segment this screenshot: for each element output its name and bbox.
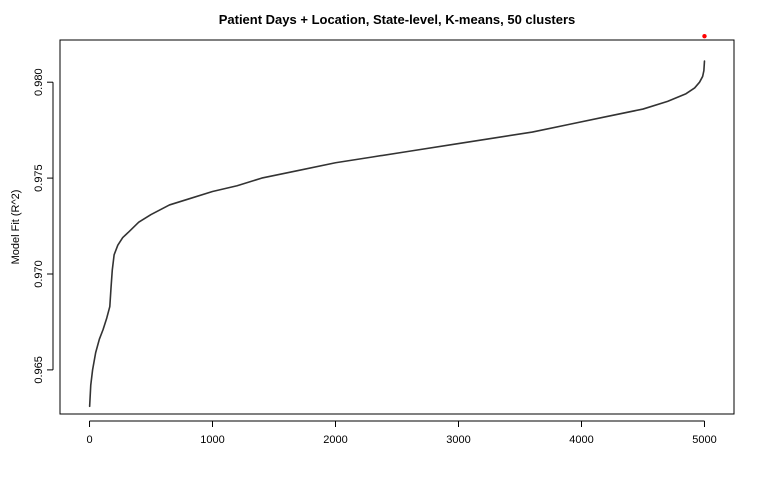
x-tick-label: 0 <box>86 434 92 446</box>
y-tick-label: 0.980 <box>33 68 45 96</box>
x-tick-label: 5000 <box>692 434 716 446</box>
x-tick-label: 1000 <box>200 434 224 446</box>
plot-frame <box>59 39 735 415</box>
x-tick-label: 2000 <box>323 434 347 446</box>
chart-title: Patient Days + Location, State-level, K-… <box>219 12 576 27</box>
y-axis-label: Model Fit (R^2) <box>10 190 22 265</box>
x-axis: 0 1000 2000 3000 4000 5000 <box>86 420 717 446</box>
x-tick-label: 4000 <box>569 434 593 446</box>
y-axis: 0.965 0.970 0.975 0.980 <box>33 68 54 384</box>
y-tick-label: 0.975 <box>33 164 45 192</box>
highlight-layer <box>702 33 707 39</box>
series-layer <box>88 60 706 408</box>
x-tick-label: 3000 <box>446 434 470 446</box>
series-line <box>88 60 706 408</box>
highlight-point <box>702 33 707 39</box>
y-tick-label: 0.965 <box>33 356 45 384</box>
y-tick-label: 0.970 <box>33 260 45 288</box>
